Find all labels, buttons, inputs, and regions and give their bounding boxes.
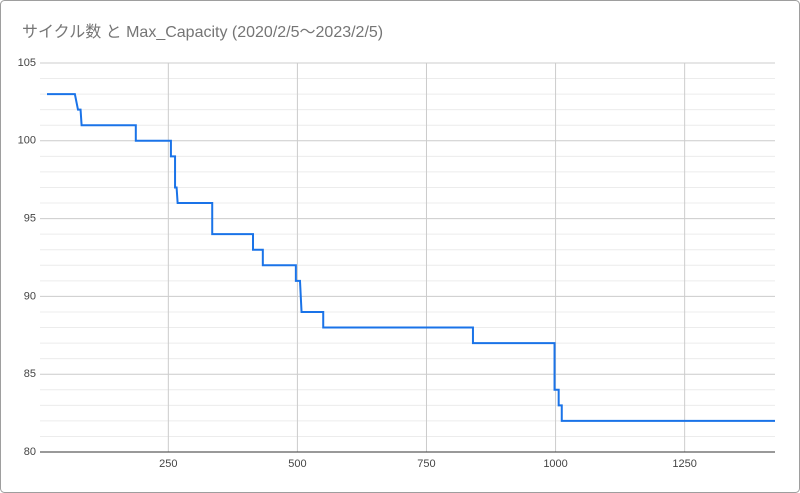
x-tick-label: 1250 <box>672 458 696 470</box>
chart-title: サイクル数 と Max_Capacity (2020/2/5～2023/2/5) <box>22 23 383 41</box>
y-tick-label: 85 <box>24 368 36 380</box>
x-tick-label: 250 <box>159 458 177 470</box>
x-tick-label: 500 <box>288 458 306 470</box>
y-tick-label: 80 <box>24 446 36 458</box>
y-tick-label: 100 <box>18 135 36 147</box>
y-tick-label: 95 <box>24 213 36 225</box>
data-line <box>47 93 775 422</box>
y-tick-label: 90 <box>24 290 36 302</box>
x-tick-label: 1000 <box>543 458 567 470</box>
x-tick-label: 750 <box>417 458 435 470</box>
y-tick-label: 105 <box>18 57 36 69</box>
